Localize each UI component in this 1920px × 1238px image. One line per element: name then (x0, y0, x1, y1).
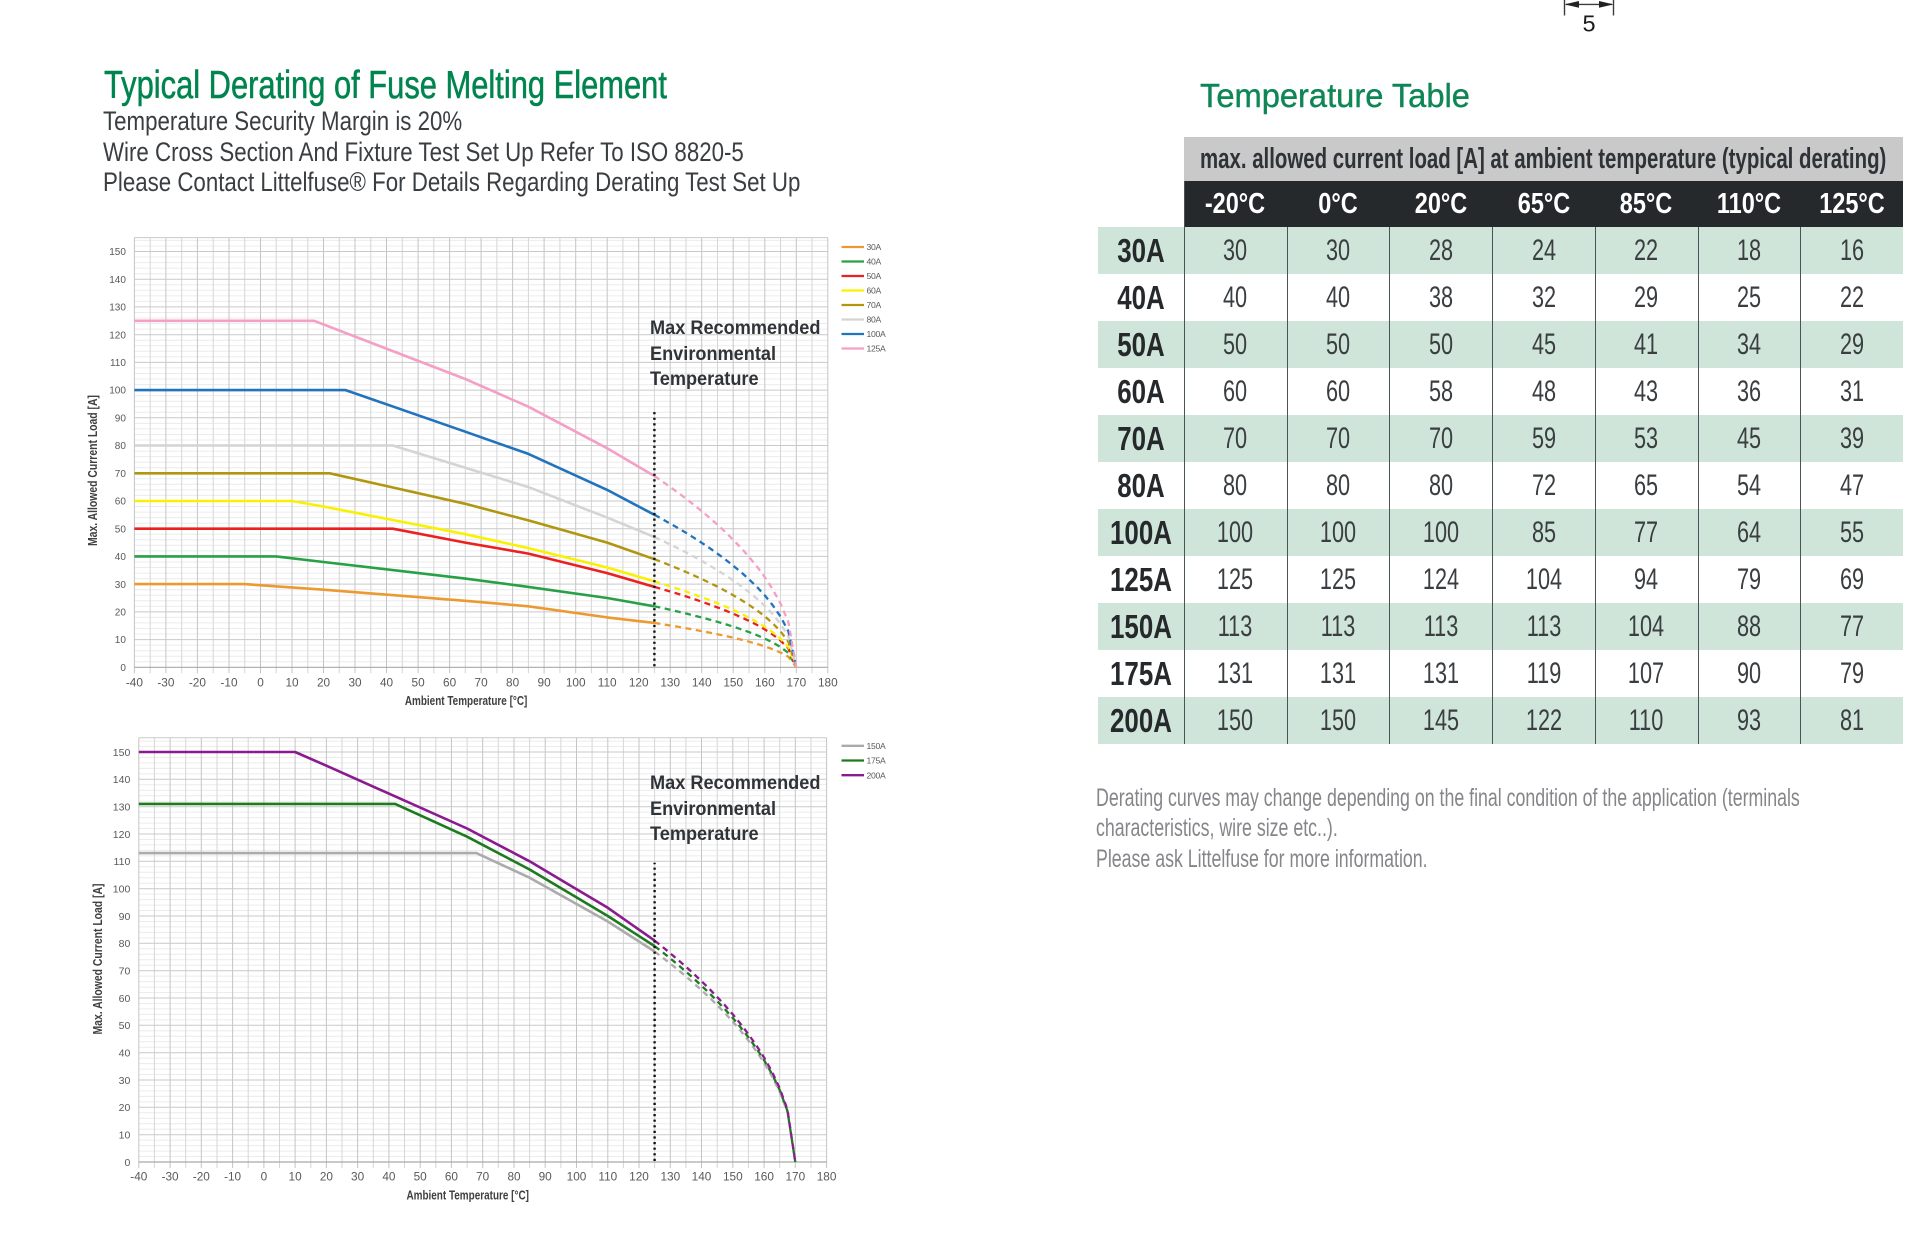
svg-text:90: 90 (538, 676, 552, 690)
svg-text:20: 20 (115, 608, 127, 619)
svg-text:130: 130 (113, 802, 131, 814)
svg-text:Ambient Temperature [°C]: Ambient Temperature [°C] (406, 1188, 529, 1203)
svg-text:50: 50 (414, 1170, 428, 1184)
svg-text:0: 0 (120, 663, 126, 674)
svg-text:200A: 200A (867, 770, 886, 780)
svg-text:80: 80 (119, 938, 131, 950)
svg-text:150: 150 (723, 676, 743, 690)
svg-text:30: 30 (119, 1075, 131, 1087)
svg-text:30: 30 (348, 676, 362, 690)
svg-text:50: 50 (115, 524, 127, 535)
svg-text:100: 100 (567, 1170, 587, 1184)
svg-text:60: 60 (443, 676, 457, 690)
svg-text:40: 40 (119, 1048, 131, 1060)
svg-text:140: 140 (692, 1170, 712, 1184)
svg-text:30A: 30A (867, 242, 882, 252)
svg-text:110: 110 (598, 676, 617, 690)
svg-text:30: 30 (115, 580, 127, 591)
svg-text:60: 60 (445, 1170, 459, 1184)
svg-text:70: 70 (475, 676, 489, 690)
svg-text:70: 70 (476, 1170, 490, 1184)
svg-text:120: 120 (629, 1170, 649, 1184)
svg-text:0: 0 (261, 1170, 268, 1184)
svg-text:20: 20 (119, 1102, 131, 1114)
svg-text:80: 80 (506, 676, 520, 690)
svg-text:140: 140 (109, 275, 126, 286)
svg-text:10: 10 (115, 635, 127, 646)
svg-text:150: 150 (113, 747, 131, 759)
svg-text:60A: 60A (867, 286, 882, 296)
svg-text:50: 50 (412, 676, 426, 690)
svg-text:-20: -20 (189, 676, 206, 690)
svg-text:-40: -40 (126, 676, 143, 690)
svg-text:-10: -10 (224, 1170, 241, 1184)
svg-text:90: 90 (119, 911, 131, 923)
svg-text:10: 10 (285, 676, 299, 690)
svg-text:-30: -30 (162, 1170, 179, 1184)
svg-text:180: 180 (817, 1170, 837, 1184)
svg-text:10: 10 (289, 1170, 303, 1184)
svg-text:80A: 80A (867, 315, 882, 325)
svg-text:140: 140 (113, 774, 131, 786)
svg-text:130: 130 (660, 1170, 680, 1184)
svg-text:50A: 50A (867, 271, 882, 281)
svg-text:40A: 40A (867, 257, 882, 267)
svg-text:50: 50 (119, 1020, 131, 1032)
svg-text:40: 40 (380, 676, 394, 690)
svg-text:150A: 150A (867, 741, 886, 751)
svg-text:110: 110 (114, 856, 131, 868)
svg-text:100A: 100A (867, 329, 886, 339)
svg-text:150: 150 (109, 247, 126, 258)
svg-text:-40: -40 (130, 1170, 147, 1184)
svg-text:120: 120 (113, 829, 131, 841)
svg-text:20: 20 (317, 676, 331, 690)
svg-text:0: 0 (257, 676, 264, 690)
svg-text:175A: 175A (867, 756, 886, 766)
svg-text:Max. Allowed Current Load [A]: Max. Allowed Current Load [A] (91, 884, 105, 1035)
svg-text:-30: -30 (157, 676, 174, 690)
svg-text:160: 160 (754, 1170, 774, 1184)
svg-text:140: 140 (692, 676, 712, 690)
svg-text:80: 80 (507, 1170, 521, 1184)
svg-text:180: 180 (818, 676, 838, 690)
svg-text:130: 130 (660, 676, 680, 690)
svg-text:60: 60 (115, 497, 127, 508)
svg-text:160: 160 (755, 676, 775, 690)
svg-text:100: 100 (113, 884, 131, 896)
svg-text:150: 150 (723, 1170, 743, 1184)
svg-text:70: 70 (119, 966, 131, 978)
svg-text:110: 110 (598, 1170, 617, 1184)
svg-text:70A: 70A (867, 300, 882, 310)
svg-text:90: 90 (539, 1170, 553, 1184)
svg-text:60: 60 (119, 993, 131, 1005)
svg-text:-20: -20 (193, 1170, 210, 1184)
svg-text:40: 40 (115, 552, 127, 563)
svg-text:5: 5 (1582, 11, 1595, 37)
svg-text:70: 70 (115, 469, 127, 480)
svg-text:-10: -10 (220, 676, 237, 690)
svg-text:110: 110 (110, 358, 126, 369)
svg-text:120: 120 (629, 676, 649, 690)
svg-text:100: 100 (109, 386, 126, 397)
svg-text:125A: 125A (867, 344, 886, 354)
svg-text:0: 0 (124, 1157, 130, 1169)
svg-text:Max. Allowed Current Load [A]: Max. Allowed Current Load [A] (86, 395, 100, 546)
svg-text:100: 100 (566, 676, 586, 690)
svg-text:170: 170 (785, 1170, 805, 1184)
svg-text:40: 40 (382, 1170, 396, 1184)
svg-text:20: 20 (320, 1170, 334, 1184)
svg-text:Ambient Temperature [°C]: Ambient Temperature [°C] (405, 693, 528, 708)
svg-text:120: 120 (109, 330, 126, 341)
svg-text:80: 80 (115, 441, 127, 452)
svg-text:90: 90 (115, 414, 127, 425)
svg-text:10: 10 (119, 1130, 131, 1142)
svg-text:130: 130 (109, 303, 126, 314)
svg-text:170: 170 (786, 676, 806, 690)
svg-text:30: 30 (351, 1170, 365, 1184)
